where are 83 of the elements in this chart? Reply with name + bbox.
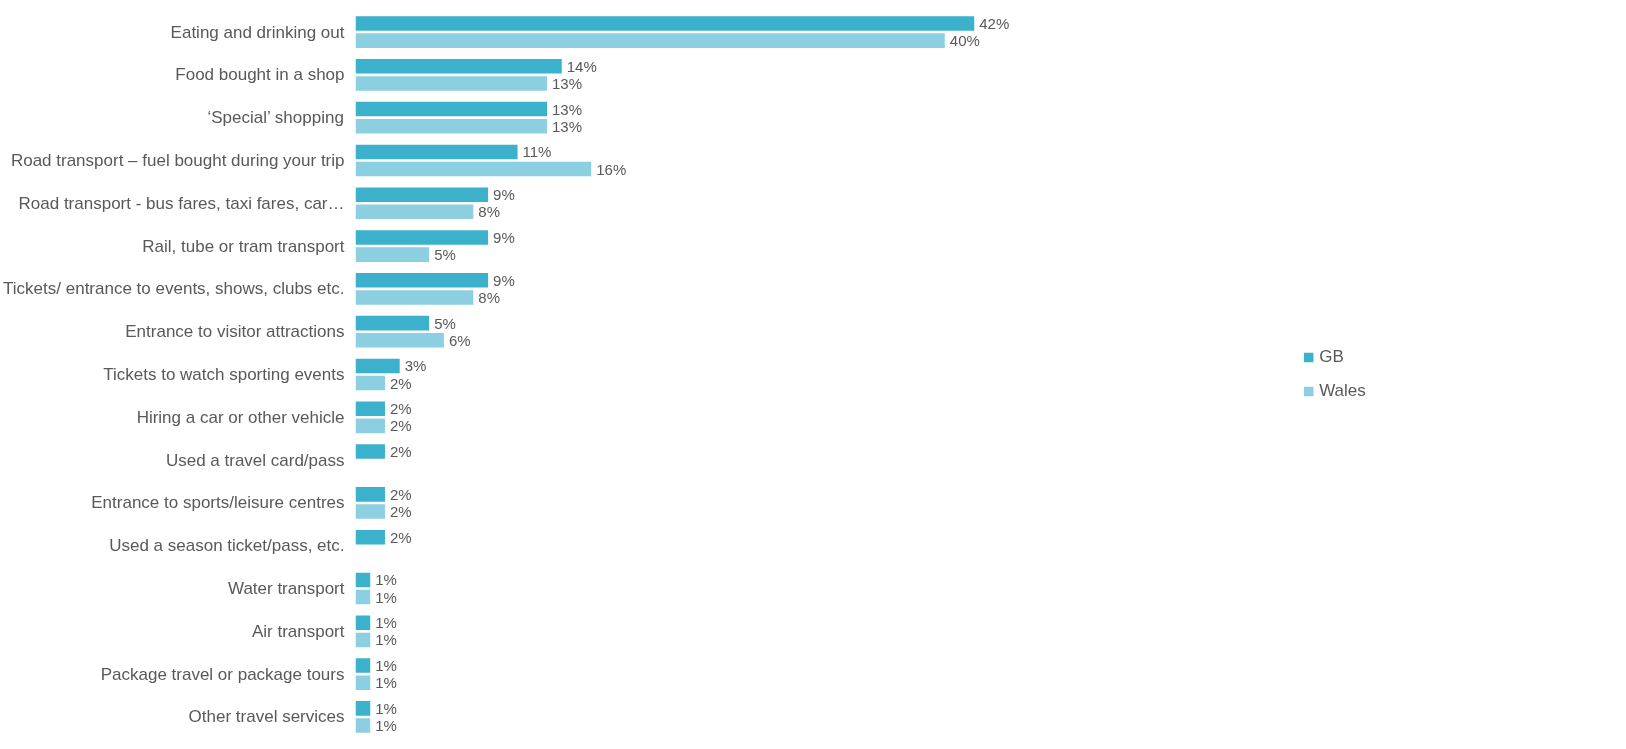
data-label: 5%: [434, 314, 456, 332]
bar: [355, 718, 371, 733]
y-tick-label: ‘Special’ shopping: [207, 108, 344, 128]
data-label: 1%: [375, 657, 397, 675]
y-tick-label: Entrance to sports/leisure centres: [91, 493, 345, 513]
bar: [355, 101, 548, 117]
bar: [355, 16, 975, 31]
data-label: 8%: [478, 203, 501, 221]
y-tick-label: Tickets to watch sporting events: [103, 365, 345, 384]
bar: [355, 273, 489, 288]
y-tick-label: Water transport: [227, 579, 345, 599]
bar: [355, 315, 430, 331]
bar: [355, 33, 945, 48]
data-label: 13%: [552, 74, 583, 92]
y-tick-label: Hiring a car or other vehicle: [136, 407, 345, 427]
bar: [355, 247, 430, 262]
bar: [355, 204, 474, 220]
y-tick-label: Tickets/ entrance to events, shows, clubs etc.: [3, 279, 345, 299]
y-tick-label: Package travel or package tours: [100, 664, 345, 684]
bar: [355, 572, 371, 588]
data-label: 13%: [552, 117, 583, 135]
bar: [355, 675, 371, 690]
y-tick-label: Food bought in a shop: [175, 65, 345, 85]
bar: [355, 290, 474, 305]
data-label: 8%: [478, 288, 501, 306]
bar: [355, 418, 385, 434]
y-tick-label: Rail, tube or tram transport: [142, 236, 345, 256]
data-label: 3%: [404, 357, 427, 375]
y-tick-label: Eating and drinking out: [170, 22, 345, 42]
bar: [355, 358, 400, 374]
bar: [355, 76, 548, 91]
data-label: 16%: [596, 160, 627, 178]
y-tick-label: Other travel services: [188, 707, 345, 727]
data-label: 2%: [389, 485, 412, 503]
bar: [355, 487, 385, 502]
y-tick-label: Road transport - bus fares, taxi fares, car…: [18, 193, 345, 213]
data-label: 42%: [979, 14, 1010, 32]
y-tick-label: Road transport – fuel bought during your trip: [10, 150, 345, 170]
legend-label: Wales: [1319, 381, 1366, 401]
data-label: 6%: [448, 331, 471, 349]
bar: [355, 615, 371, 631]
data-label: 9%: [493, 186, 515, 204]
data-label: 1%: [375, 699, 397, 717]
bar: [355, 632, 371, 648]
data-label: 5%: [434, 246, 456, 264]
data-label: 40%: [949, 32, 980, 50]
bar: [355, 118, 548, 134]
data-label: 2%: [389, 374, 412, 392]
bar: [355, 375, 385, 391]
bar: [355, 59, 562, 74]
data-label: 11%: [522, 143, 552, 161]
data-label: 13%: [552, 100, 583, 118]
bar: [355, 144, 518, 160]
data-label: 14%: [566, 57, 597, 75]
bar: [355, 529, 385, 545]
bar: [355, 401, 385, 417]
bar: [355, 504, 385, 519]
bar: [355, 589, 371, 605]
data-label: 1%: [375, 631, 397, 649]
y-tick-label: Used a season ticket/pass, etc.: [109, 536, 345, 556]
bar: [355, 161, 592, 177]
data-label: 1%: [375, 614, 397, 632]
data-label: 2%: [389, 417, 412, 435]
data-label: 2%: [389, 400, 412, 418]
y-tick-label: Air transport: [251, 621, 345, 641]
bar: [355, 444, 385, 459]
y-tick-label: Entrance to visitor attractions: [125, 322, 345, 342]
data-label: 1%: [375, 571, 397, 589]
bar: [355, 230, 489, 245]
data-label: 2%: [389, 528, 412, 546]
bar: [355, 701, 371, 716]
data-label: 9%: [493, 271, 515, 289]
y-tick-label: Used a travel card/pass: [165, 450, 345, 470]
data-label: 9%: [493, 229, 515, 247]
data-label: 1%: [375, 588, 397, 606]
data-label: 2%: [389, 443, 412, 461]
legend-label: GB: [1319, 347, 1344, 367]
bar: [355, 658, 371, 673]
bar: [355, 332, 444, 348]
data-label: 1%: [375, 674, 397, 692]
data-label: 2%: [389, 502, 412, 520]
data-label: 1%: [375, 717, 397, 735]
bar: [355, 187, 489, 202]
